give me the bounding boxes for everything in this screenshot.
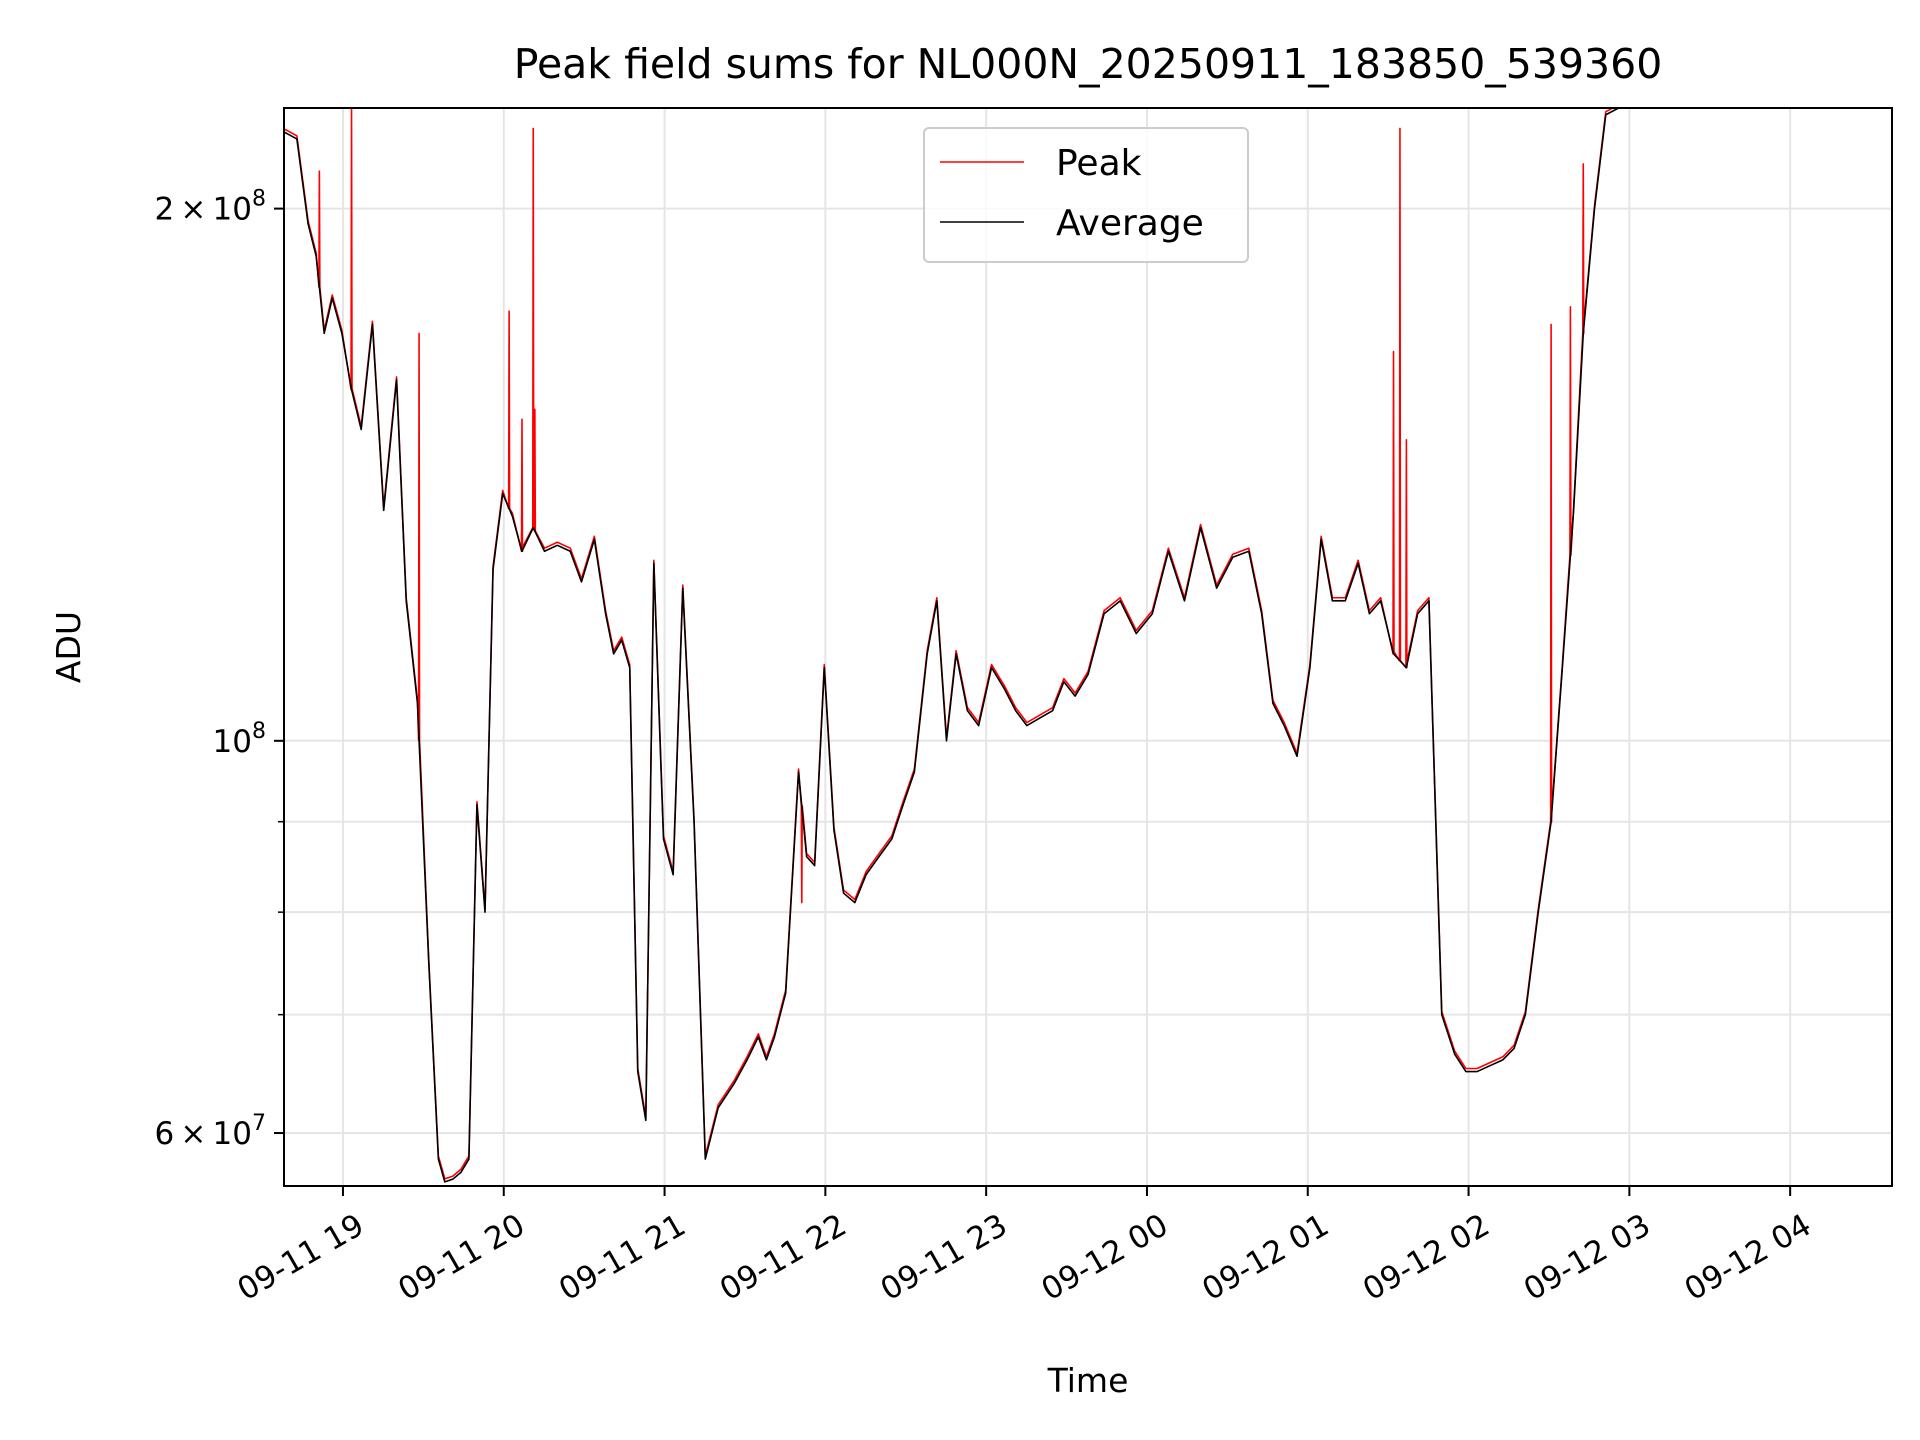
legend: Peak Average [923,127,1249,263]
legend-label-average: Average [1056,203,1204,244]
average-series-line [284,108,1886,1183]
series-lines [284,108,1886,1183]
chart-title: Peak field sums for NL000N_20250911_1838… [514,40,1663,88]
plot-frame [283,107,1893,1187]
x-axis-label: Time [1047,1361,1129,1400]
y-tick-label: 2 × 108 [154,187,266,228]
legend-label-peak: Peak [1056,143,1142,184]
grid [284,108,1892,1186]
y-axis-label: ADU [49,611,88,683]
y-tick-label: 6 × 107 [154,1111,266,1152]
y-tick-label: 108 [213,719,266,760]
